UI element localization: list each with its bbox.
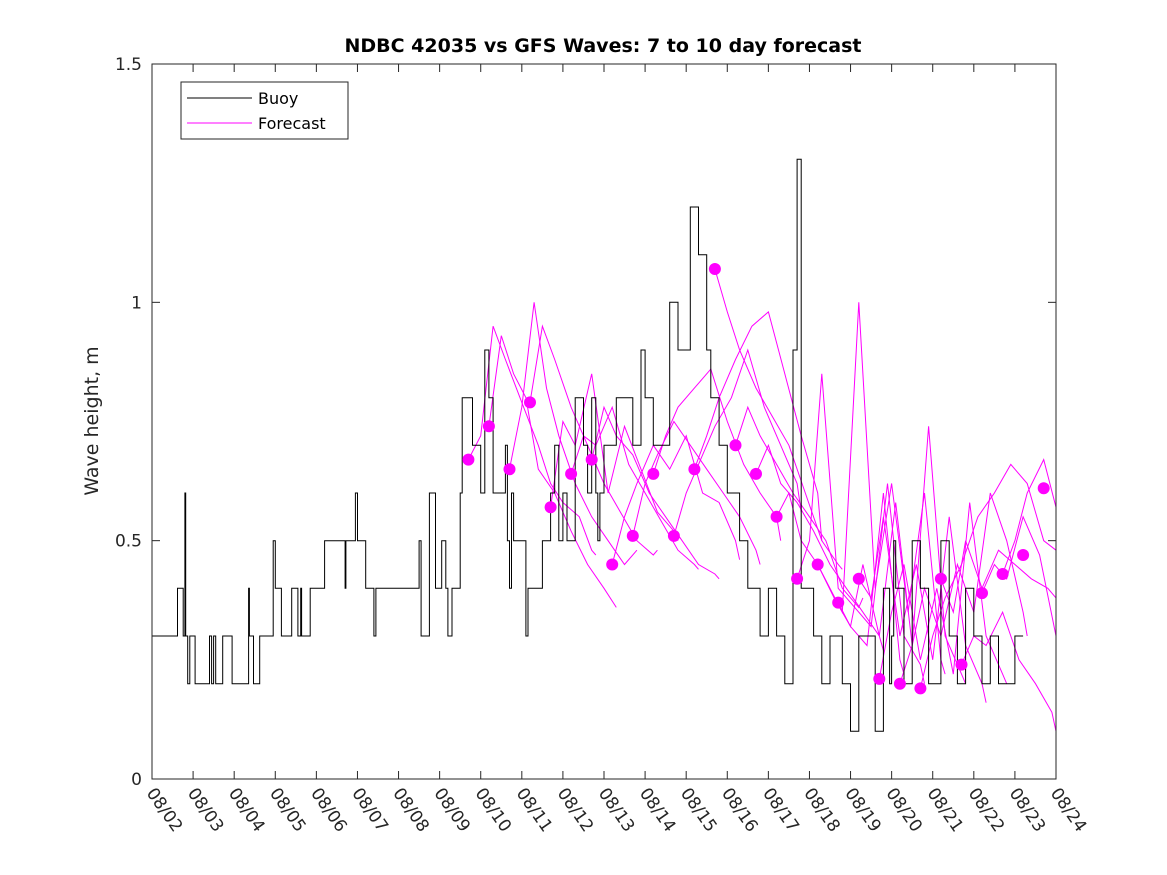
forecast-marker-9 [626,529,639,542]
y-axis-ticks: 0 0.5 1 1.5 [115,55,1056,790]
forecast-marker-27 [996,568,1009,580]
forecast-marker-14 [729,439,742,452]
forecast-marker-17 [791,572,804,585]
forecast-line-2 [488,335,617,608]
plot-area: 00.511.5 08/0208/0308/0408/0508/0608/070… [115,55,1090,836]
forecast-marker-13 [708,263,721,275]
buoy-line [152,158,1024,732]
forecast-marker-4 [524,396,536,409]
plot-background [152,64,1056,779]
forecast-marker-20 [852,572,865,585]
forecast-marker-28 [1017,549,1030,561]
forecast-line-12 [693,310,823,541]
forecast-line-20 [858,516,987,703]
forecast-marker-10 [647,467,660,480]
forecast-marker-23 [914,682,927,695]
forecast-line-6 [570,405,699,570]
y-tick-label: 0 [131,770,142,790]
forecast-marker-2 [482,420,495,433]
forecast-marker-21 [873,672,886,685]
forecast-line-8 [611,434,741,565]
legend-forecast-label: Forecast [258,114,326,133]
forecast-marker-6 [565,467,578,480]
forecast-marker-15 [750,467,762,480]
forecast-line-25 [961,610,1057,732]
forecast-line-26 [981,515,1057,637]
forecast-marker-29 [1037,482,1050,495]
forecast-marker-18 [811,558,824,571]
forecast-markers [462,263,1050,695]
forecast-marker-1 [462,453,475,466]
chart-title: NDBC 42035 vs GFS Waves: 7 to 10 day for… [344,35,861,57]
forecast-marker-22 [893,677,906,690]
forecast-marker-24 [934,572,947,585]
forecast-line-23 [919,463,1057,689]
forecast-marker-3 [503,463,516,476]
forecast-line-27 [1002,458,1057,575]
forecast-marker-19 [832,596,845,609]
forecast-line-19 [837,426,967,684]
forecast-line-10 [652,368,782,541]
forecast-marker-5 [544,501,557,514]
y-tick-label: 1 [131,293,142,313]
y-tick-label: 0.5 [115,532,142,552]
forecast-marker-7 [585,453,598,466]
legend-box [180,81,349,140]
forecast-marker-25 [955,658,968,671]
forecast-marker-16 [770,510,783,523]
buoy-line-group [152,158,1024,732]
forecast-marker-8 [606,558,619,571]
forecast-line-7 [591,405,720,580]
forecast-marker-12 [688,463,701,476]
forecast-line-24 [940,540,1057,615]
forecast-line-3 [509,302,638,566]
forecast-marker-11 [667,529,680,542]
legend-buoy-label: Buoy [258,89,298,108]
legend: Buoy Forecast [180,81,349,140]
forecast-line-5 [550,373,679,541]
forecast-marker-26 [976,587,988,600]
forecast-line-11 [673,348,802,537]
y-axis-label: Wave height, m [81,346,103,495]
y-tick-label: 1.5 [115,55,142,75]
